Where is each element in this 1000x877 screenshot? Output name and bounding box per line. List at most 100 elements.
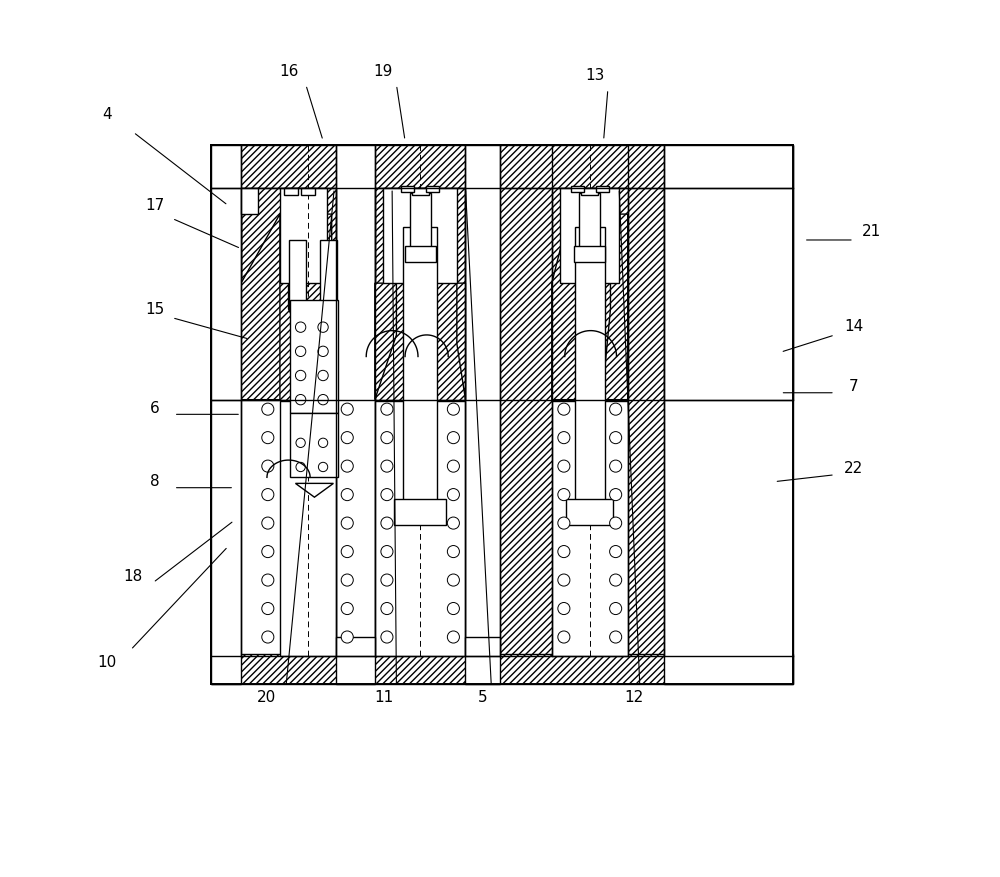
Circle shape: [558, 631, 570, 643]
Text: 13: 13: [585, 68, 605, 83]
Polygon shape: [241, 214, 280, 400]
Bar: [383, 189, 457, 283]
Circle shape: [558, 431, 570, 444]
Circle shape: [318, 370, 328, 381]
Circle shape: [447, 403, 459, 415]
Circle shape: [296, 462, 305, 472]
Bar: [575, 227, 605, 512]
Bar: [211, 145, 241, 684]
Bar: [596, 186, 609, 192]
Text: 10: 10: [98, 655, 117, 670]
Bar: [211, 654, 793, 684]
Circle shape: [447, 574, 459, 586]
Circle shape: [341, 431, 353, 444]
Circle shape: [381, 460, 393, 472]
Bar: [403, 227, 437, 512]
Bar: [320, 240, 337, 309]
Text: 12: 12: [624, 690, 643, 705]
Bar: [301, 189, 315, 195]
Text: 4: 4: [102, 107, 112, 122]
Bar: [426, 186, 439, 192]
Circle shape: [262, 574, 274, 586]
Bar: [336, 637, 375, 656]
Bar: [290, 301, 338, 412]
Circle shape: [610, 517, 622, 529]
Circle shape: [610, 460, 622, 472]
Circle shape: [610, 488, 622, 501]
Bar: [211, 145, 793, 684]
Bar: [560, 189, 619, 283]
Circle shape: [381, 517, 393, 529]
Circle shape: [262, 460, 274, 472]
Polygon shape: [375, 283, 396, 400]
Circle shape: [262, 602, 274, 615]
Bar: [211, 145, 793, 189]
Text: 14: 14: [844, 319, 864, 334]
Text: 6: 6: [150, 401, 160, 416]
Circle shape: [262, 403, 274, 415]
Bar: [336, 145, 375, 684]
Circle shape: [262, 517, 274, 529]
Bar: [375, 189, 465, 400]
Bar: [289, 240, 306, 309]
Circle shape: [610, 431, 622, 444]
Circle shape: [558, 602, 570, 615]
Circle shape: [558, 574, 570, 586]
Bar: [412, 189, 429, 195]
Polygon shape: [602, 214, 628, 400]
Circle shape: [610, 631, 622, 643]
Bar: [574, 246, 605, 261]
Circle shape: [341, 545, 353, 558]
Polygon shape: [552, 214, 604, 400]
Text: 16: 16: [279, 64, 298, 79]
Circle shape: [447, 460, 459, 472]
Circle shape: [447, 631, 459, 643]
Circle shape: [447, 431, 459, 444]
Bar: [579, 193, 600, 248]
Text: 20: 20: [257, 690, 277, 705]
Bar: [664, 189, 793, 400]
Circle shape: [558, 403, 570, 415]
Circle shape: [341, 631, 353, 643]
Circle shape: [318, 438, 328, 447]
Text: 15: 15: [145, 302, 164, 317]
Circle shape: [262, 488, 274, 501]
Circle shape: [381, 545, 393, 558]
Bar: [336, 145, 375, 684]
Circle shape: [295, 346, 306, 357]
Circle shape: [341, 574, 353, 586]
Circle shape: [295, 395, 306, 405]
Bar: [410, 193, 431, 248]
Text: 22: 22: [844, 461, 864, 476]
Circle shape: [341, 488, 353, 501]
Bar: [465, 637, 500, 656]
Circle shape: [558, 545, 570, 558]
Bar: [284, 189, 298, 195]
Bar: [405, 246, 436, 261]
Circle shape: [610, 602, 622, 615]
Bar: [241, 189, 258, 214]
Circle shape: [447, 488, 459, 501]
Bar: [465, 145, 500, 684]
Circle shape: [558, 488, 570, 501]
Bar: [375, 402, 465, 656]
Circle shape: [447, 545, 459, 558]
Circle shape: [381, 403, 393, 415]
Circle shape: [610, 545, 622, 558]
Bar: [211, 145, 241, 684]
Bar: [465, 145, 500, 684]
Bar: [211, 145, 793, 684]
Circle shape: [318, 395, 328, 405]
Polygon shape: [457, 283, 465, 400]
Text: 8: 8: [150, 474, 160, 489]
Circle shape: [341, 460, 353, 472]
Circle shape: [318, 346, 328, 357]
Bar: [401, 186, 414, 192]
Bar: [290, 412, 338, 477]
Circle shape: [558, 460, 570, 472]
Circle shape: [341, 403, 353, 415]
Circle shape: [558, 517, 570, 529]
Polygon shape: [289, 214, 332, 400]
Circle shape: [341, 602, 353, 615]
Circle shape: [296, 438, 305, 447]
